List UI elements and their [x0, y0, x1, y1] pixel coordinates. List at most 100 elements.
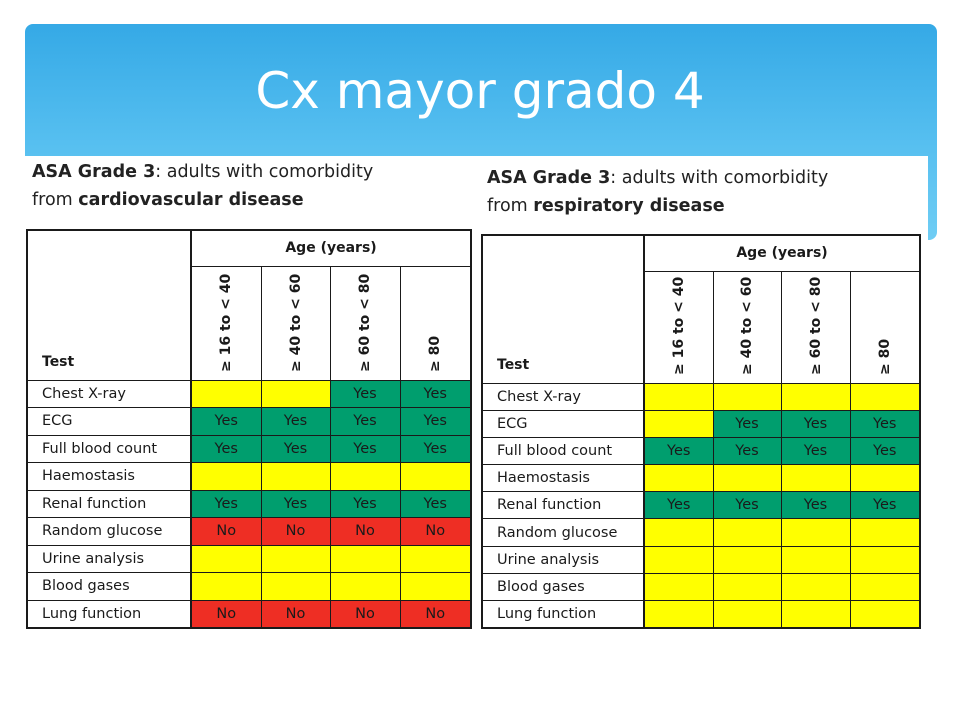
result-cell: Yes	[399, 379, 472, 408]
row-test-label: Lung function	[26, 599, 192, 628]
result-cell	[712, 464, 782, 493]
result-cell	[399, 544, 472, 573]
table-row: ECG Yes Yes Yes	[481, 409, 921, 438]
row-test-label: Haemostasis	[26, 462, 192, 491]
table-row: Blood gases	[26, 572, 472, 601]
result-cell	[260, 544, 331, 573]
table-panel-cardiovascular: ASA Grade 3: adults with comorbidity fro…	[24, 156, 478, 634]
result-cell: Yes	[849, 491, 921, 520]
age-group-header: ≥ 80	[849, 270, 921, 384]
row-test-label: Blood gases	[26, 572, 192, 601]
result-cell	[780, 572, 851, 602]
result-cell	[260, 379, 331, 408]
result-cell	[190, 379, 262, 408]
result-cell	[190, 544, 262, 573]
result-cell: No	[190, 599, 262, 628]
result-cell: Yes	[399, 434, 472, 463]
result-cell: No	[399, 599, 472, 628]
slide-title: Cx mayor grado 4	[255, 62, 705, 120]
age-group-label: ≥ 16 to < 40	[670, 276, 687, 375]
result-cell: Yes	[260, 407, 331, 436]
table-row: Haemostasis	[481, 464, 921, 493]
age-group-label: ≥ 60 to < 80	[357, 273, 373, 372]
table-row: Chest X-ray	[481, 382, 921, 411]
table-row: Blood gases	[481, 572, 921, 602]
result-cell: Yes	[780, 436, 851, 466]
age-group-header: ≥ 60 to < 80	[329, 265, 401, 381]
result-cell	[849, 464, 921, 493]
result-cell	[849, 572, 921, 602]
caption-disease: respiratory disease	[533, 196, 725, 216]
result-cell: No	[260, 599, 331, 628]
row-test-label: Renal function	[481, 491, 645, 520]
result-cell: Yes	[849, 409, 921, 438]
result-cell: Yes	[329, 407, 401, 436]
result-cell: Yes	[329, 379, 401, 408]
result-cell: No	[329, 599, 401, 628]
result-cell: No	[329, 517, 401, 546]
table-row: Urine analysis	[481, 545, 921, 574]
result-cell	[643, 572, 714, 602]
result-cell: Yes	[329, 489, 401, 518]
result-cell	[399, 462, 472, 491]
row-test-label: Chest X-ray	[481, 382, 645, 411]
result-cell: Yes	[712, 491, 782, 520]
table-caption: ASA Grade 3: adults with comorbidity fro…	[487, 164, 828, 220]
table-row: Haemostasis	[26, 462, 472, 491]
test-table: Test Age (years) ≥ 16 to < 40 ≥ 40 to < 60 ≥…	[481, 234, 922, 629]
age-group-header: ≥ 40 to < 60	[260, 265, 331, 381]
row-test-label: Lung function	[481, 599, 645, 629]
result-cell	[643, 382, 714, 411]
age-group-label: ≥ 80	[427, 335, 444, 372]
row-test-label: Chest X-ray	[26, 379, 192, 408]
row-test-label: Full blood count	[26, 434, 192, 463]
result-cell	[643, 599, 714, 629]
row-test-label: Urine analysis	[26, 544, 192, 573]
result-cell	[190, 462, 262, 491]
result-cell	[329, 544, 401, 573]
age-group-label: ≥ 40 to < 60	[287, 273, 304, 372]
row-test-label: Full blood count	[481, 436, 645, 466]
result-cell: Yes	[643, 491, 714, 520]
result-cell	[643, 518, 714, 547]
result-cell: Yes	[712, 409, 782, 438]
result-cell	[260, 572, 331, 601]
table-row: Random glucose	[481, 518, 921, 547]
result-cell	[399, 572, 472, 601]
result-cell	[780, 599, 851, 629]
age-group-header: ≥ 16 to < 40	[643, 270, 714, 384]
result-cell	[712, 572, 782, 602]
result-cell: Yes	[190, 407, 262, 436]
result-cell	[643, 545, 714, 574]
row-test-label: Blood gases	[481, 572, 645, 602]
result-cell	[780, 545, 851, 574]
result-cell	[643, 464, 714, 493]
result-cell	[190, 572, 262, 601]
table-row: ECG Yes Yes Yes Yes	[26, 407, 472, 436]
result-cell: Yes	[190, 434, 262, 463]
table-row: Renal function Yes Yes Yes Yes	[26, 489, 472, 518]
result-cell: Yes	[712, 436, 782, 466]
age-group-header: ≥ 60 to < 80	[780, 270, 851, 384]
caption-grade: ASA Grade 3	[32, 162, 156, 182]
caption-from: from	[487, 196, 534, 216]
result-cell: Yes	[780, 491, 851, 520]
result-cell: Yes	[399, 407, 472, 436]
result-cell: Yes	[643, 436, 714, 466]
row-test-label: Random glucose	[26, 517, 192, 546]
table-caption: ASA Grade 3: adults with comorbidity fro…	[32, 158, 373, 214]
result-cell: Yes	[399, 489, 472, 518]
table-row: Renal function Yes Yes Yes Yes	[481, 491, 921, 520]
row-test-label: Renal function	[26, 489, 192, 518]
row-test-label: ECG	[26, 407, 192, 436]
age-group-header: ≥ 80	[399, 265, 472, 381]
age-group-label: ≥ 80	[876, 338, 893, 375]
table-row: Full blood count Yes Yes Yes Yes	[26, 434, 472, 463]
result-cell	[712, 518, 782, 547]
age-group-header: ≥ 40 to < 60	[712, 270, 782, 384]
column-header-age: Age (years)	[190, 229, 472, 267]
table-row: Urine analysis	[26, 544, 472, 573]
result-cell	[260, 462, 331, 491]
result-cell	[712, 599, 782, 629]
caption-mid: : adults with comorbidity	[610, 168, 829, 188]
